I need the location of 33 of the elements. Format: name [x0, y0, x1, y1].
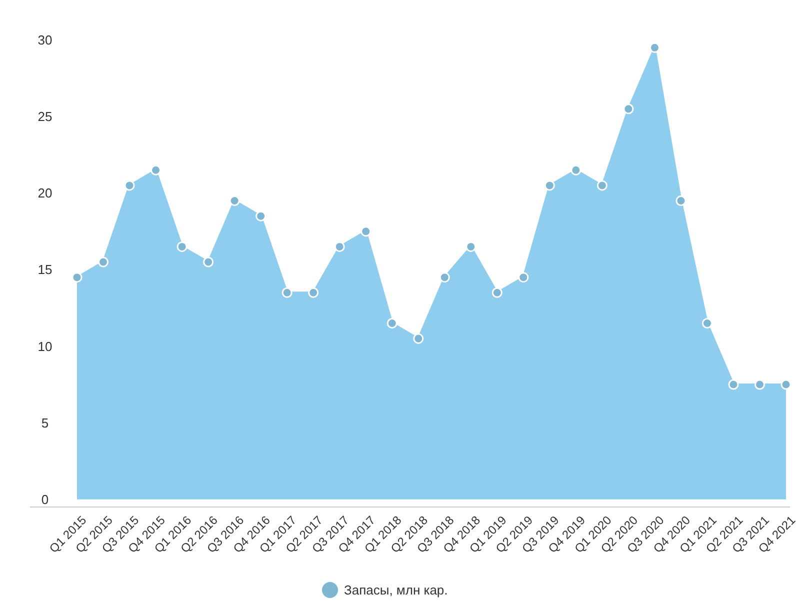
y-tick-label: 10 — [38, 338, 52, 354]
y-tick-label: 20 — [38, 186, 52, 201]
y-tick-label: 5 — [41, 415, 49, 430]
point — [596, 180, 608, 191]
point — [570, 164, 582, 176]
point — [203, 256, 214, 268]
y-tick-label: 25 — [38, 109, 52, 124]
point — [649, 42, 660, 53]
point — [308, 287, 319, 298]
point — [439, 272, 450, 283]
point — [518, 272, 529, 283]
point — [360, 226, 372, 237]
point — [492, 287, 502, 298]
y-tick-label: 0 — [41, 492, 49, 507]
y-tick-label: 30 — [38, 32, 52, 48]
point — [176, 241, 188, 252]
point — [282, 287, 292, 298]
y-tick-label: 15 — [38, 262, 52, 278]
legend-label: Запасы, млн кар. — [344, 582, 448, 598]
point — [413, 333, 424, 344]
point — [676, 196, 686, 206]
point — [780, 379, 792, 390]
point — [124, 180, 135, 191]
point — [623, 104, 634, 114]
point — [72, 272, 82, 283]
point — [256, 210, 266, 222]
point — [544, 180, 555, 191]
point — [702, 318, 712, 329]
point — [98, 256, 109, 268]
point — [754, 379, 766, 390]
point — [386, 318, 398, 329]
point — [728, 379, 739, 390]
point — [229, 196, 240, 206]
